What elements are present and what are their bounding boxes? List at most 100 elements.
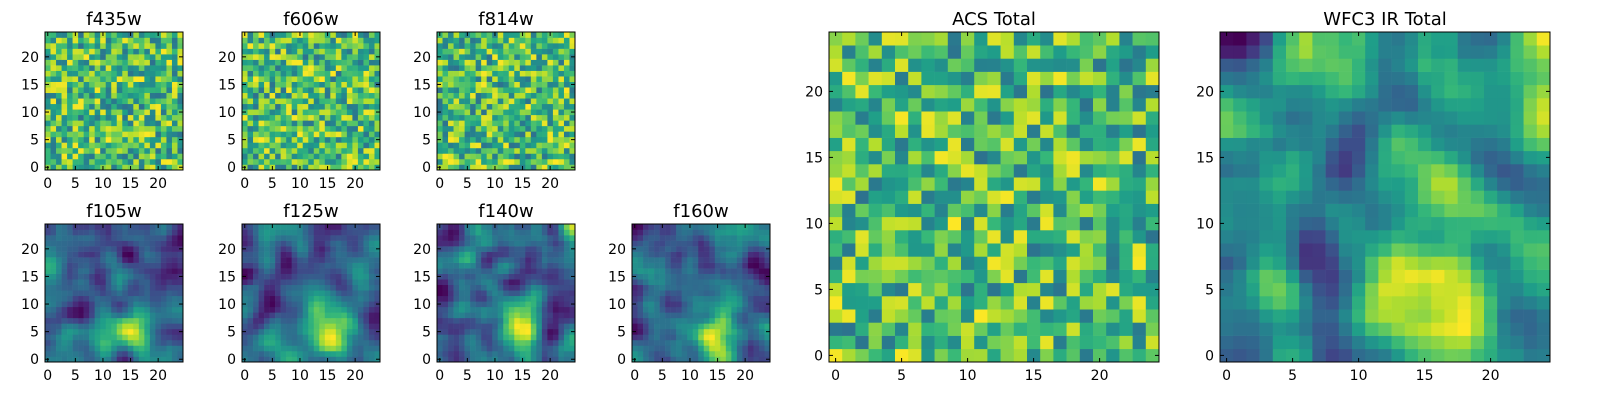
heatmap-cell xyxy=(742,334,749,341)
heatmap-cell xyxy=(291,114,298,121)
heatmap-cell xyxy=(665,317,671,324)
heatmap-cell xyxy=(654,345,660,352)
heatmap-cell xyxy=(324,240,331,247)
heatmap-cell xyxy=(308,334,315,341)
heatmap-cell xyxy=(89,103,95,110)
heatmap-cell xyxy=(525,356,532,363)
heatmap-cell xyxy=(122,136,129,143)
y-tick-label: 15 xyxy=(21,77,39,93)
heatmap-cell xyxy=(352,290,359,297)
heatmap-cell xyxy=(330,136,337,143)
heatmap-cell xyxy=(368,48,375,55)
heatmap-cell xyxy=(698,273,705,280)
heatmap-cell xyxy=(536,87,543,94)
heatmap-cell xyxy=(448,48,454,55)
panel-title: f435w xyxy=(86,9,141,30)
heatmap-cell xyxy=(313,328,320,335)
heatmap-cell xyxy=(83,164,90,171)
heatmap-cell xyxy=(503,98,510,105)
heatmap-cell xyxy=(368,284,375,291)
heatmap-cell xyxy=(286,350,292,357)
heatmap-cell xyxy=(258,103,265,110)
heatmap-cell xyxy=(105,120,112,127)
heatmap-cell xyxy=(50,103,57,110)
heatmap-cell xyxy=(242,257,248,263)
heatmap-cell xyxy=(50,262,57,269)
heatmap-cell xyxy=(947,335,962,350)
heatmap-cell xyxy=(171,257,178,263)
heatmap-cell xyxy=(921,282,935,297)
heatmap-cell xyxy=(50,290,57,297)
heatmap-cell xyxy=(742,268,749,274)
heatmap-cell xyxy=(569,142,576,149)
heatmap-cell xyxy=(563,284,570,291)
heatmap-cell xyxy=(725,317,732,324)
heatmap-cell xyxy=(105,224,112,230)
heatmap-cell xyxy=(105,76,112,82)
heatmap-cell xyxy=(357,131,364,138)
heatmap-cell xyxy=(437,290,443,297)
heatmap-cell xyxy=(302,301,309,308)
heatmap-cell xyxy=(547,59,554,66)
heatmap-cell xyxy=(177,158,184,165)
heatmap-cell xyxy=(563,317,570,324)
heatmap-cell xyxy=(94,43,101,49)
heatmap-cell xyxy=(541,65,548,71)
heatmap-cell xyxy=(475,262,482,269)
heatmap-cell xyxy=(530,295,537,302)
heatmap-cell xyxy=(374,257,381,263)
heatmap-cell xyxy=(442,279,449,286)
heatmap-cell xyxy=(374,48,381,55)
heatmap-cell xyxy=(855,256,869,270)
heatmap-cell xyxy=(275,229,281,236)
heatmap-cell xyxy=(319,103,326,110)
heatmap-cell xyxy=(56,240,62,247)
heatmap-cell xyxy=(881,243,896,257)
heatmap-cell xyxy=(319,158,326,165)
heatmap-cell xyxy=(258,251,265,258)
heatmap-cell xyxy=(116,323,123,330)
heatmap-cell xyxy=(558,43,565,49)
heatmap-cell xyxy=(105,334,112,341)
heatmap-cell xyxy=(492,147,499,154)
heatmap-cell xyxy=(253,279,259,286)
heatmap-cell xyxy=(313,81,320,88)
heatmap-cell xyxy=(541,81,548,88)
heatmap-cell xyxy=(492,98,499,105)
heatmap-cell xyxy=(492,229,499,236)
heatmap-cell xyxy=(536,103,543,110)
heatmap-cell xyxy=(643,246,649,252)
heatmap-cell xyxy=(541,76,548,82)
heatmap-cell xyxy=(698,356,705,363)
heatmap-cell xyxy=(149,142,156,149)
heatmap-cell xyxy=(481,65,487,71)
heatmap-cell xyxy=(61,103,68,110)
heatmap-cell xyxy=(753,262,760,269)
heatmap-cell xyxy=(1000,190,1015,204)
heatmap-cell xyxy=(67,279,73,286)
heatmap-cell xyxy=(492,142,499,149)
heatmap-cell xyxy=(464,43,471,49)
heatmap-cell xyxy=(116,284,123,291)
heatmap-cell xyxy=(313,312,320,319)
heatmap-cell xyxy=(335,147,342,154)
heatmap-cell xyxy=(50,70,57,77)
heatmap-cell xyxy=(1000,216,1015,231)
heatmap-cell xyxy=(654,350,660,357)
heatmap-cell xyxy=(681,323,688,330)
heatmap-cell xyxy=(736,268,743,274)
heatmap-cell xyxy=(709,284,716,291)
heatmap-cell xyxy=(961,296,975,310)
heatmap-cell xyxy=(335,224,342,230)
heatmap-cell xyxy=(475,120,482,127)
heatmap-cell xyxy=(280,147,287,154)
heatmap-cell xyxy=(61,147,68,154)
heatmap-cell xyxy=(764,345,771,352)
heatmap-cell xyxy=(648,345,655,352)
heatmap-cell xyxy=(541,59,548,66)
heatmap-cell xyxy=(654,284,660,291)
heatmap-cell xyxy=(149,136,156,143)
heatmap-cell xyxy=(459,70,465,77)
heatmap-cell xyxy=(637,251,644,258)
heatmap-cell xyxy=(45,350,51,357)
